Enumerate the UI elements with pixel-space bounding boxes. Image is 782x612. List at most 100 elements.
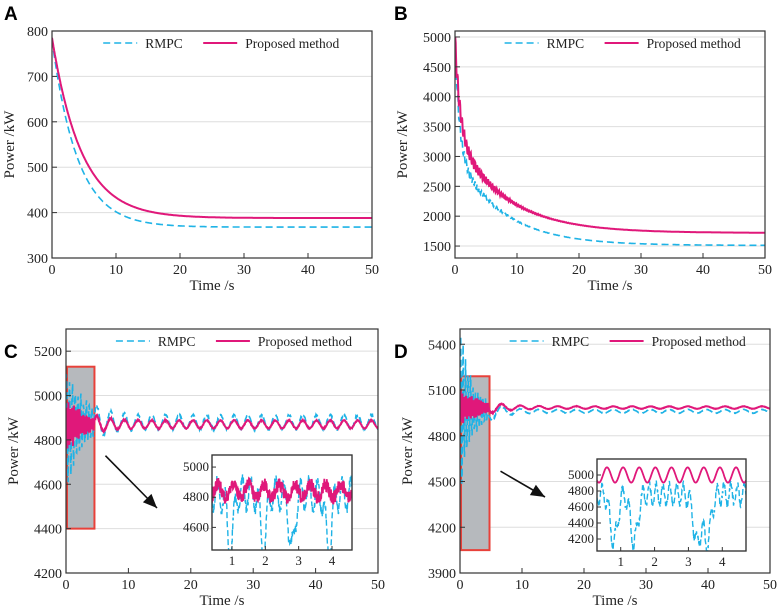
series-line-proposed [52, 37, 372, 219]
y-tick-label: 3500 [423, 121, 451, 136]
series-line-proposed [66, 402, 378, 449]
x-tick-label: 0 [49, 263, 56, 278]
panel-letter: C [4, 342, 18, 363]
y-tick-label: 4200 [428, 521, 456, 536]
y-axis-label: Power /kW [2, 110, 18, 179]
plot-frame [459, 328, 771, 574]
inset-y-tick-label: 4800 [568, 483, 594, 498]
x-tick-label: 10 [510, 263, 524, 278]
y-tick-label: 5100 [428, 384, 456, 399]
x-tick-label: 0 [63, 578, 70, 593]
x-tick-label: 50 [371, 578, 385, 593]
plot-frame [51, 30, 373, 259]
legend: RMPC Proposed method [115, 334, 352, 349]
x-tick-label: 50 [365, 263, 379, 278]
x-tick-label: 30 [634, 263, 648, 278]
x-tick-label: 20 [173, 263, 187, 278]
panel-a: A 0 10 20 30 40 50 300 400 500 600 700 800 Time /s Pow… [2, 4, 379, 294]
x-tick-label: 10 [515, 578, 529, 593]
panel-b: B 0 10 20 30 40 50 1500 2000 2500 3000 3500 4000 4500… [394, 4, 772, 294]
x-tick-label: 30 [639, 578, 653, 593]
inset-frame [211, 454, 353, 551]
inset-y-tick-label: 4600 [183, 519, 209, 534]
y-tick-label: 4000 [423, 91, 451, 106]
x-tick-label: 40 [696, 263, 710, 278]
y-axis-label: Power /kW [395, 110, 411, 179]
y-tick-label: 4200 [34, 567, 62, 582]
series-line-rmpc [455, 39, 765, 247]
y-axis-label: Power /kW [6, 416, 22, 485]
x-tick-label: 30 [237, 263, 251, 278]
legend: RMPC Proposed method [103, 36, 340, 51]
y-tick-label: 4800 [428, 430, 456, 445]
inset-series-line-rmpc [597, 477, 746, 551]
y-tick-label: 4500 [428, 476, 456, 491]
inset-series-line-proposed [212, 476, 352, 506]
inset-x-tick-label: 3 [685, 554, 692, 569]
legend-label-proposed: Proposed method [652, 334, 746, 349]
x-tick-label: 30 [246, 578, 260, 593]
y-tick-label: 600 [27, 116, 48, 131]
y-tick-label: 800 [27, 25, 48, 40]
y-tick-label: 4500 [423, 61, 451, 76]
series-line-proposed [460, 389, 770, 424]
inset-y-tick-label: 4800 [183, 489, 209, 504]
x-axis-label: Time /s [200, 593, 245, 609]
x-tick-label: 0 [452, 263, 459, 278]
plot-frame [65, 328, 379, 574]
plot-frame [454, 30, 766, 259]
y-tick-label: 4800 [34, 434, 62, 449]
x-axis-label: Time /s [588, 278, 633, 294]
y-tick-label: 700 [27, 70, 48, 85]
x-tick-label: 20 [577, 578, 591, 593]
inset-frame [596, 458, 747, 552]
x-tick-label: 40 [309, 578, 323, 593]
x-tick-label: 0 [457, 578, 464, 593]
y-tick-label: 2000 [423, 210, 451, 225]
y-tick-label: 4600 [34, 478, 62, 493]
inset-x-tick-label: 1 [229, 553, 236, 568]
y-tick-label: 5000 [423, 31, 451, 46]
inset-y-tick-label: 5000 [183, 459, 209, 474]
legend-label-rmpc: RMPC [158, 334, 196, 349]
zoom-arrow-head [142, 493, 157, 508]
series-line-rmpc [460, 336, 770, 484]
inset-y-tick-label: 4200 [568, 531, 594, 546]
series-line-proposed [455, 36, 765, 234]
inset-series-line-rmpc [212, 472, 352, 550]
x-tick-label: 20 [184, 578, 198, 593]
x-tick-label: 40 [701, 578, 715, 593]
y-tick-label: 1500 [423, 240, 451, 255]
panel-d: D 0 10 20 30 40 50 3900 4200 4500 4800 5100 5400 Time… [394, 328, 777, 609]
inset-y-tick-label: 5000 [568, 467, 594, 482]
y-tick-label: 3900 [428, 567, 456, 582]
y-tick-label: 500 [27, 161, 48, 176]
inset-x-tick-label: 2 [651, 554, 658, 569]
inset-series-line-proposed [597, 466, 746, 484]
series-line-rmpc [66, 374, 378, 483]
y-tick-label: 2500 [423, 180, 451, 195]
x-axis-label: Time /s [190, 278, 235, 294]
series-line-rmpc [52, 39, 372, 228]
x-tick-label: 40 [301, 263, 315, 278]
y-tick-label: 5400 [428, 338, 456, 353]
inset-x-tick-label: 3 [295, 553, 302, 568]
y-tick-label: 5200 [34, 345, 62, 360]
legend-label-rmpc: RMPC [547, 36, 585, 51]
y-tick-label: 3000 [423, 150, 451, 165]
y-tick-label: 4400 [34, 523, 62, 538]
legend: RMPC Proposed method [504, 36, 741, 51]
inset-x-tick-label: 1 [617, 554, 624, 569]
legend-label-proposed: Proposed method [258, 334, 352, 349]
x-tick-label: 10 [121, 578, 135, 593]
inset-x-tick-label: 4 [329, 553, 336, 568]
inset-x-tick-label: 2 [262, 553, 269, 568]
x-tick-label: 50 [763, 578, 777, 593]
y-tick-label: 300 [27, 252, 48, 267]
y-axis-label: Power /kW [400, 416, 416, 485]
x-tick-label: 20 [572, 263, 586, 278]
panel-letter: B [394, 4, 408, 25]
panel-letter: D [394, 342, 408, 363]
legend-label-rmpc: RMPC [145, 36, 183, 51]
